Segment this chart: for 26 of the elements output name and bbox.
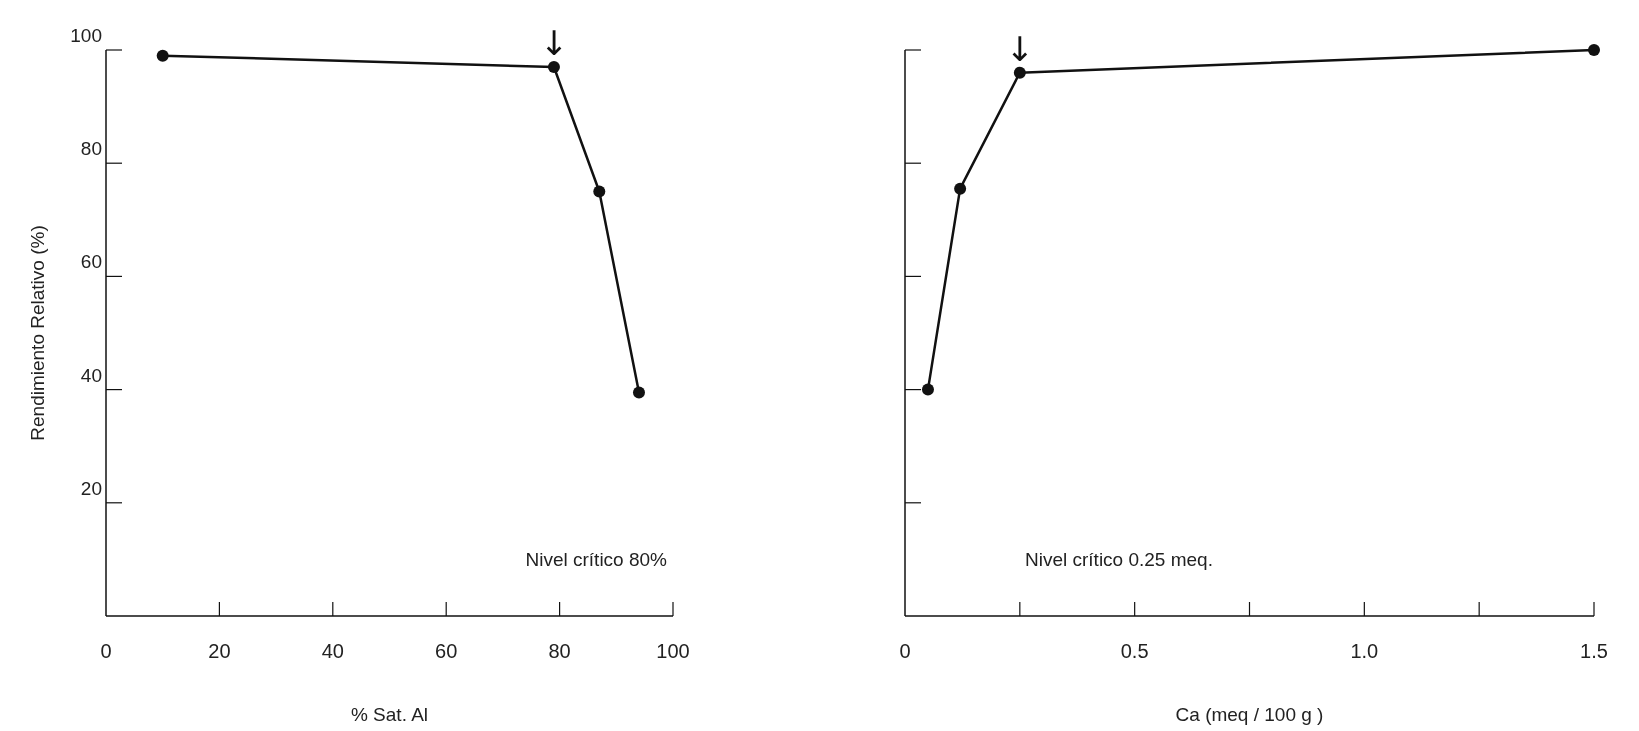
x-axis-title: Ca (meq / 100 g ) — [1175, 704, 1324, 725]
x-tick-label: 80 — [548, 640, 571, 662]
y-tick-label: 80 — [80, 138, 102, 160]
point — [954, 182, 967, 195]
y-axis-title: Rendimiento Relativo (%) — [27, 225, 48, 441]
x-axis-title: % Sat. Al — [350, 704, 429, 725]
y-tick-label: 40 — [80, 364, 102, 386]
point — [921, 383, 934, 396]
x-tick-label: 1.5 — [1580, 640, 1608, 662]
x-tick-label: 40 — [321, 640, 344, 662]
point — [1588, 44, 1600, 56]
y-tick-label: 60 — [80, 251, 102, 273]
point — [1013, 66, 1026, 79]
x-tick-label: 0.5 — [1120, 640, 1149, 662]
y-tick-label: 100 — [70, 25, 102, 46]
x-tick-label: 0 — [899, 640, 911, 662]
annotation: ↓ — [1005, 28, 1035, 69]
annotation: ↓ — [539, 22, 569, 63]
x-tick-label: 60 — [435, 640, 458, 662]
x-tick-label: 1.0 — [1350, 640, 1379, 662]
x-tick-label: 100 — [656, 640, 690, 662]
x-tick-label: 0 — [100, 640, 112, 662]
annotation: Nivel crítico 0.25 meq. — [1025, 549, 1213, 570]
annotation: Nivel crítico 80% — [525, 549, 668, 570]
x-tick-label: 20 — [208, 640, 231, 662]
y-tick-label: 20 — [80, 477, 102, 499]
